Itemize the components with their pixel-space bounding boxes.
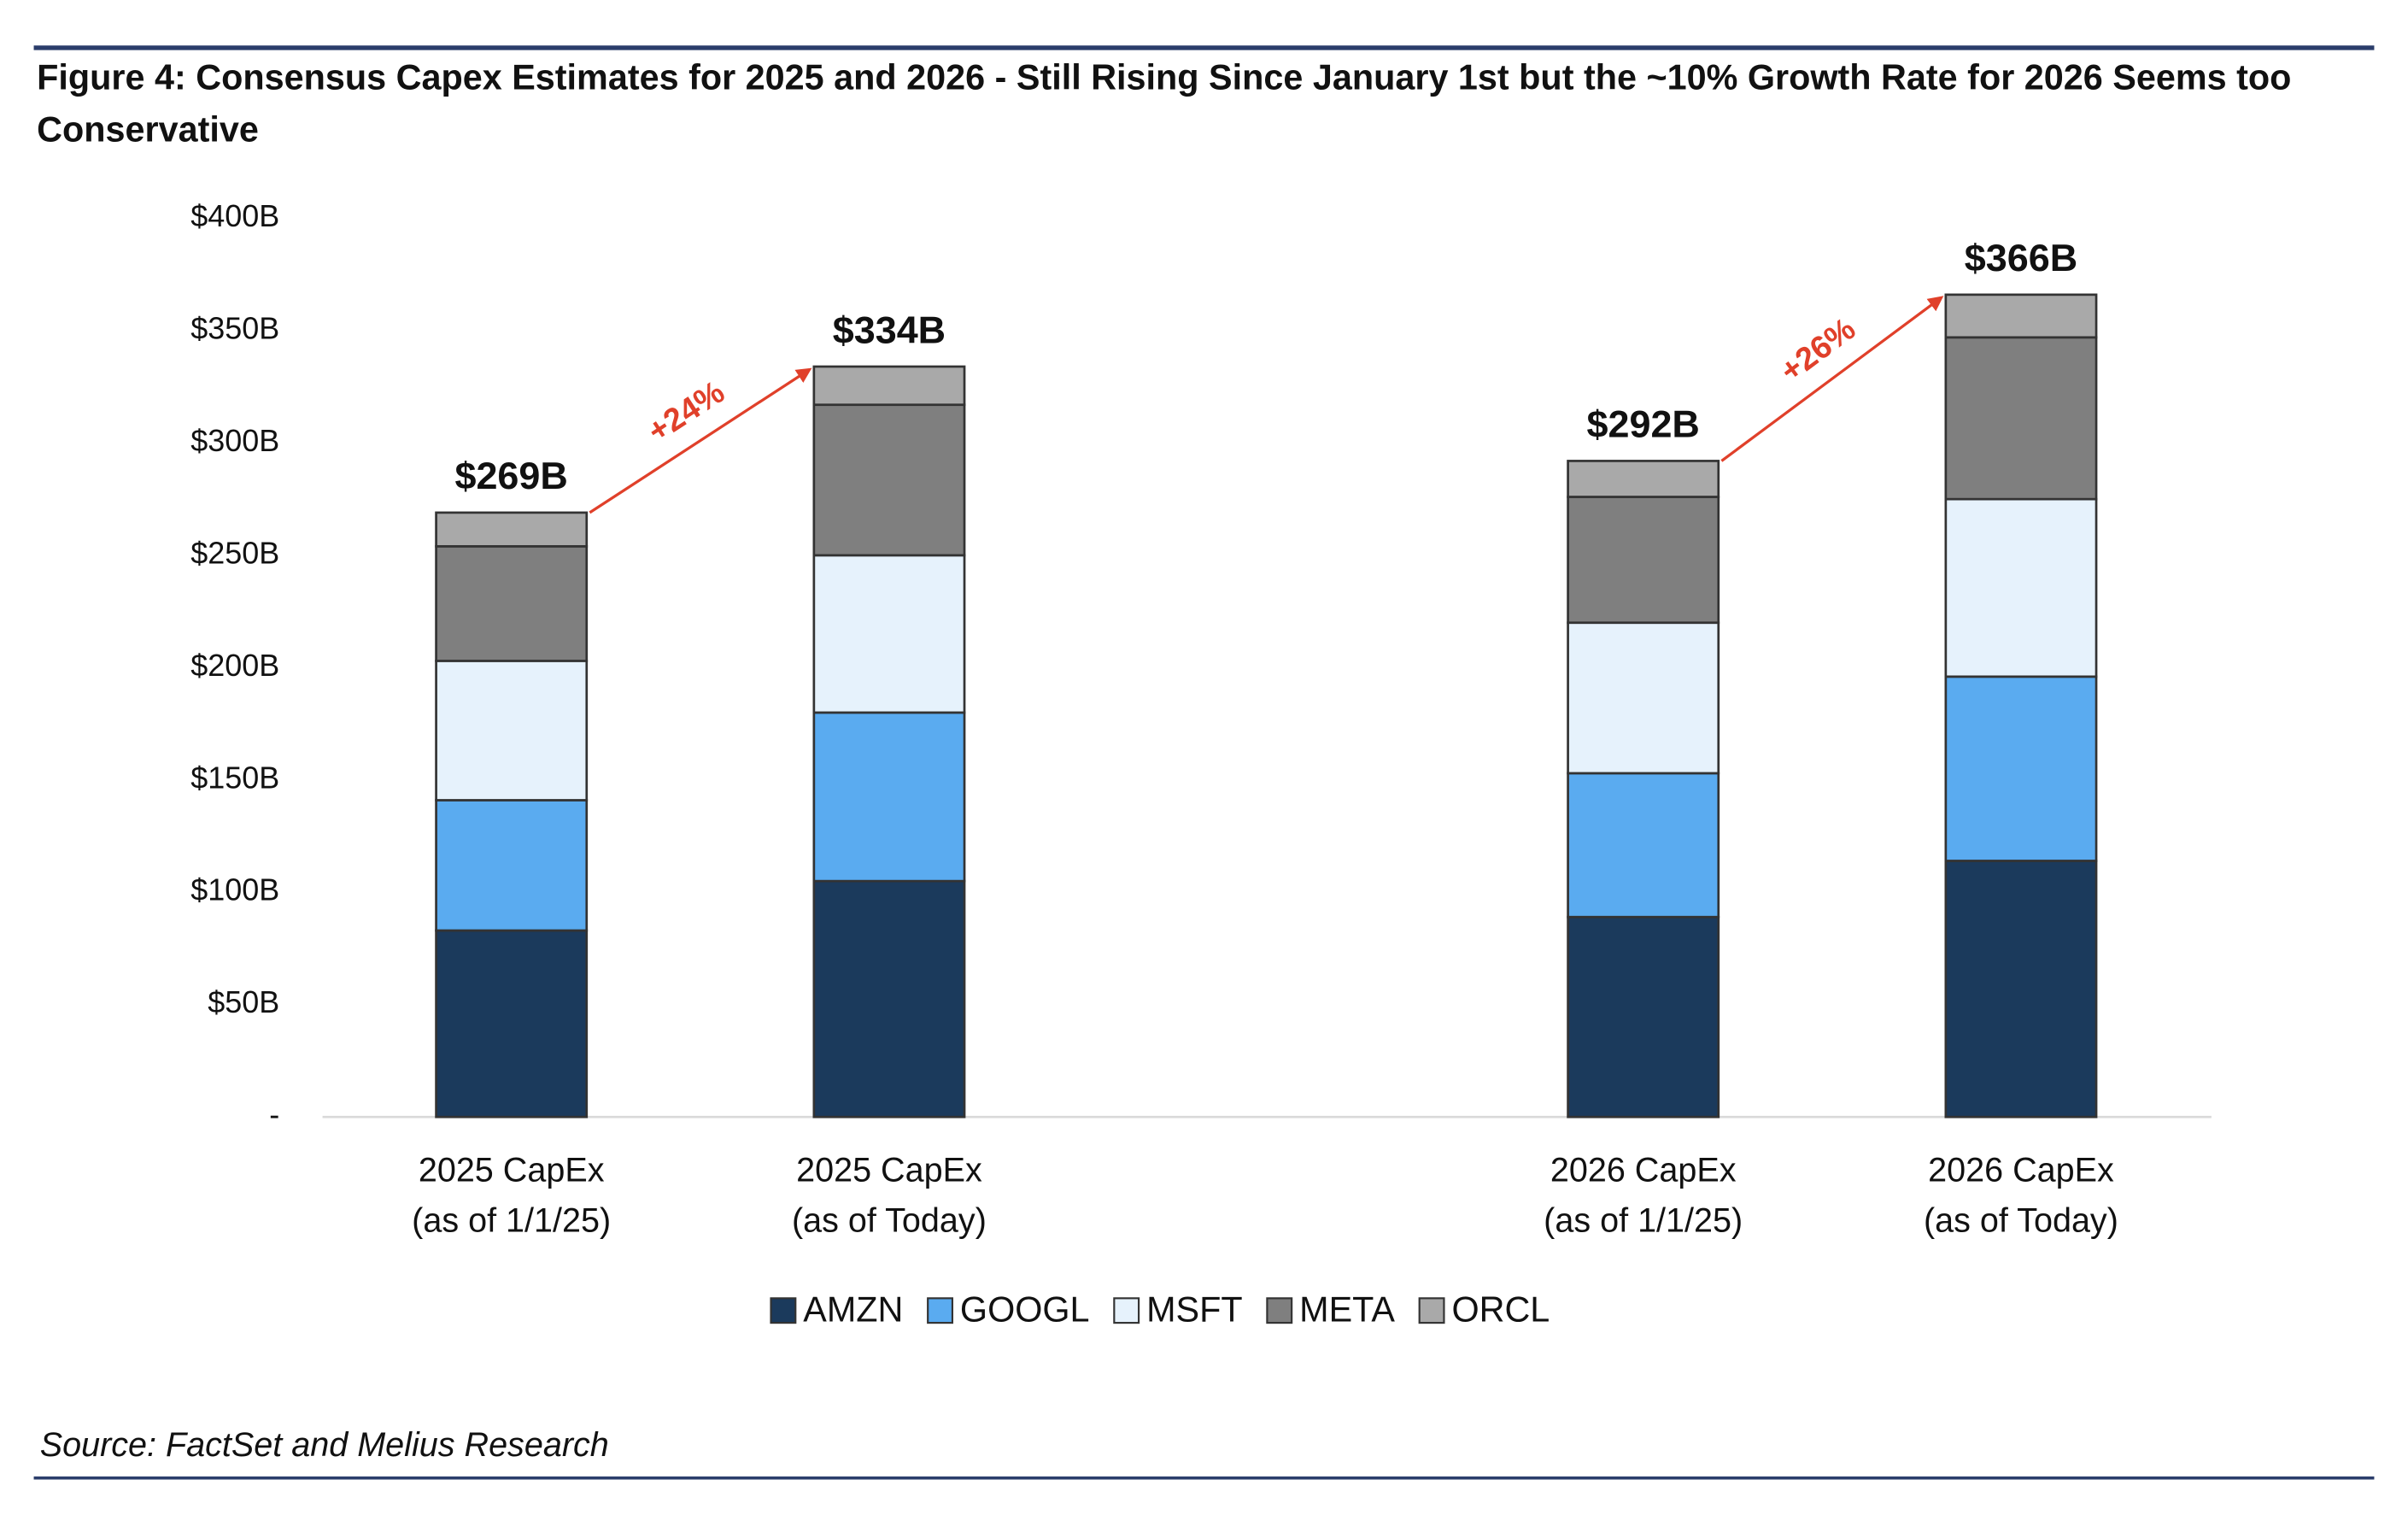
bar-segment xyxy=(1567,772,1720,919)
bar-segment xyxy=(812,711,966,883)
legend-label: GOOGL xyxy=(960,1289,1090,1329)
bar-segment xyxy=(1567,496,1720,625)
y-tick-label: $350B xyxy=(190,310,279,345)
bar-segment xyxy=(435,799,589,932)
legend-swatch xyxy=(1418,1297,1445,1324)
bar-segment xyxy=(435,544,589,662)
legend-swatch xyxy=(770,1297,797,1324)
bar-segment xyxy=(1567,460,1720,498)
bar-segment xyxy=(812,403,966,557)
x-tick-label: (as of 1/1/25) xyxy=(1544,1202,1743,1240)
title-box: Figure 4: Consensus Capex Estimates for … xyxy=(37,56,2292,150)
chart-title: Figure 4: Consensus Capex Estimates for … xyxy=(37,56,2292,150)
total-label: $366B xyxy=(1965,236,2077,279)
bar-segment xyxy=(1944,293,2098,339)
y-tick-label: $400B xyxy=(190,198,279,233)
x-tick-label: (as of 1/1/25) xyxy=(412,1202,611,1240)
legend-swatch xyxy=(927,1297,954,1324)
total-label: $334B xyxy=(833,308,946,351)
y-tick-label: $200B xyxy=(190,648,279,683)
x-tick-label: 2025 CapEx xyxy=(419,1151,605,1189)
bar-segment xyxy=(1944,336,2098,501)
bar-segment xyxy=(435,929,589,1119)
x-tick-label: 2025 CapEx xyxy=(796,1151,982,1189)
legend-label: AMZN xyxy=(803,1289,903,1329)
bar-segment xyxy=(435,511,589,548)
bar-segment xyxy=(1944,497,2098,678)
legend-label: ORCL xyxy=(1451,1289,1550,1329)
bar-segment xyxy=(435,660,589,802)
x-tick-label: (as of Today) xyxy=(792,1202,987,1240)
growth-arrow xyxy=(1720,296,1944,462)
bar-segment xyxy=(812,554,966,714)
growth-arrow xyxy=(589,367,812,514)
bar-segment xyxy=(1944,860,2098,1119)
bar-segment xyxy=(1944,675,2098,862)
total-label: $292B xyxy=(1586,402,1699,446)
legend-swatch xyxy=(1113,1297,1140,1324)
bar-segment xyxy=(812,879,966,1119)
y-tick-label: - xyxy=(269,1097,279,1132)
legend-label: MSFT xyxy=(1146,1289,1243,1329)
legend-swatch xyxy=(1266,1297,1293,1324)
source: Source: FactSet and Melius Research xyxy=(40,1426,609,1464)
y-tick-label: $300B xyxy=(190,423,279,458)
y-tick-label: $150B xyxy=(190,760,279,795)
y-tick-label: $100B xyxy=(190,872,279,907)
x-tick-label: (as of Today) xyxy=(1924,1202,2118,1240)
bar-segment xyxy=(1567,915,1720,1119)
y-tick-label: $50B xyxy=(208,984,279,1019)
bar-segment xyxy=(1567,621,1720,775)
legend-label: META xyxy=(1299,1289,1395,1329)
y-tick-label: $250B xyxy=(190,535,279,570)
total-label: $269B xyxy=(454,454,567,497)
bar-segment xyxy=(812,365,966,407)
x-tick-label: 2026 CapEx xyxy=(1928,1151,2114,1189)
x-tick-label: 2026 CapEx xyxy=(1550,1151,1737,1189)
